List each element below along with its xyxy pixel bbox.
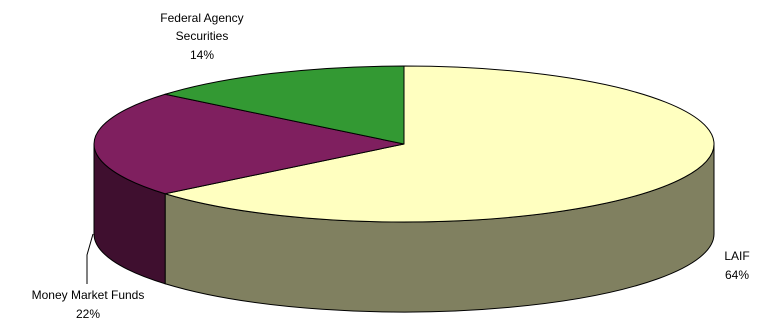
slice-percent-money-market-funds: 22% (76, 307, 100, 321)
pie-slice-0 (164, 65, 715, 223)
pie-slice-2 (164, 65, 405, 145)
slice-label-laif: LAIF 64% (724, 249, 749, 282)
pie-tops (93, 65, 715, 223)
leader-lines (86, 233, 94, 284)
svg-text:LAIF: LAIF (724, 249, 749, 263)
slice-name-federal-agency-line2: Securities (176, 29, 229, 43)
slice-label-money-market-funds: Money Market Funds 22% (32, 288, 145, 321)
slice-name-federal-agency-line1: Federal Agency (160, 11, 243, 25)
slice-name-laif: LAIF (724, 249, 749, 263)
leader-line-money-market-funds (86, 233, 94, 284)
slice-label-federal-agency-securities: Federal Agency Securities 14% (160, 11, 243, 62)
pie-slice-1 (93, 93, 405, 195)
slice-percent-laif: 64% (725, 268, 749, 282)
slice-percent-federal-agency-securities: 14% (190, 48, 214, 62)
slice-name-money-market-funds: Money Market Funds (32, 288, 145, 302)
